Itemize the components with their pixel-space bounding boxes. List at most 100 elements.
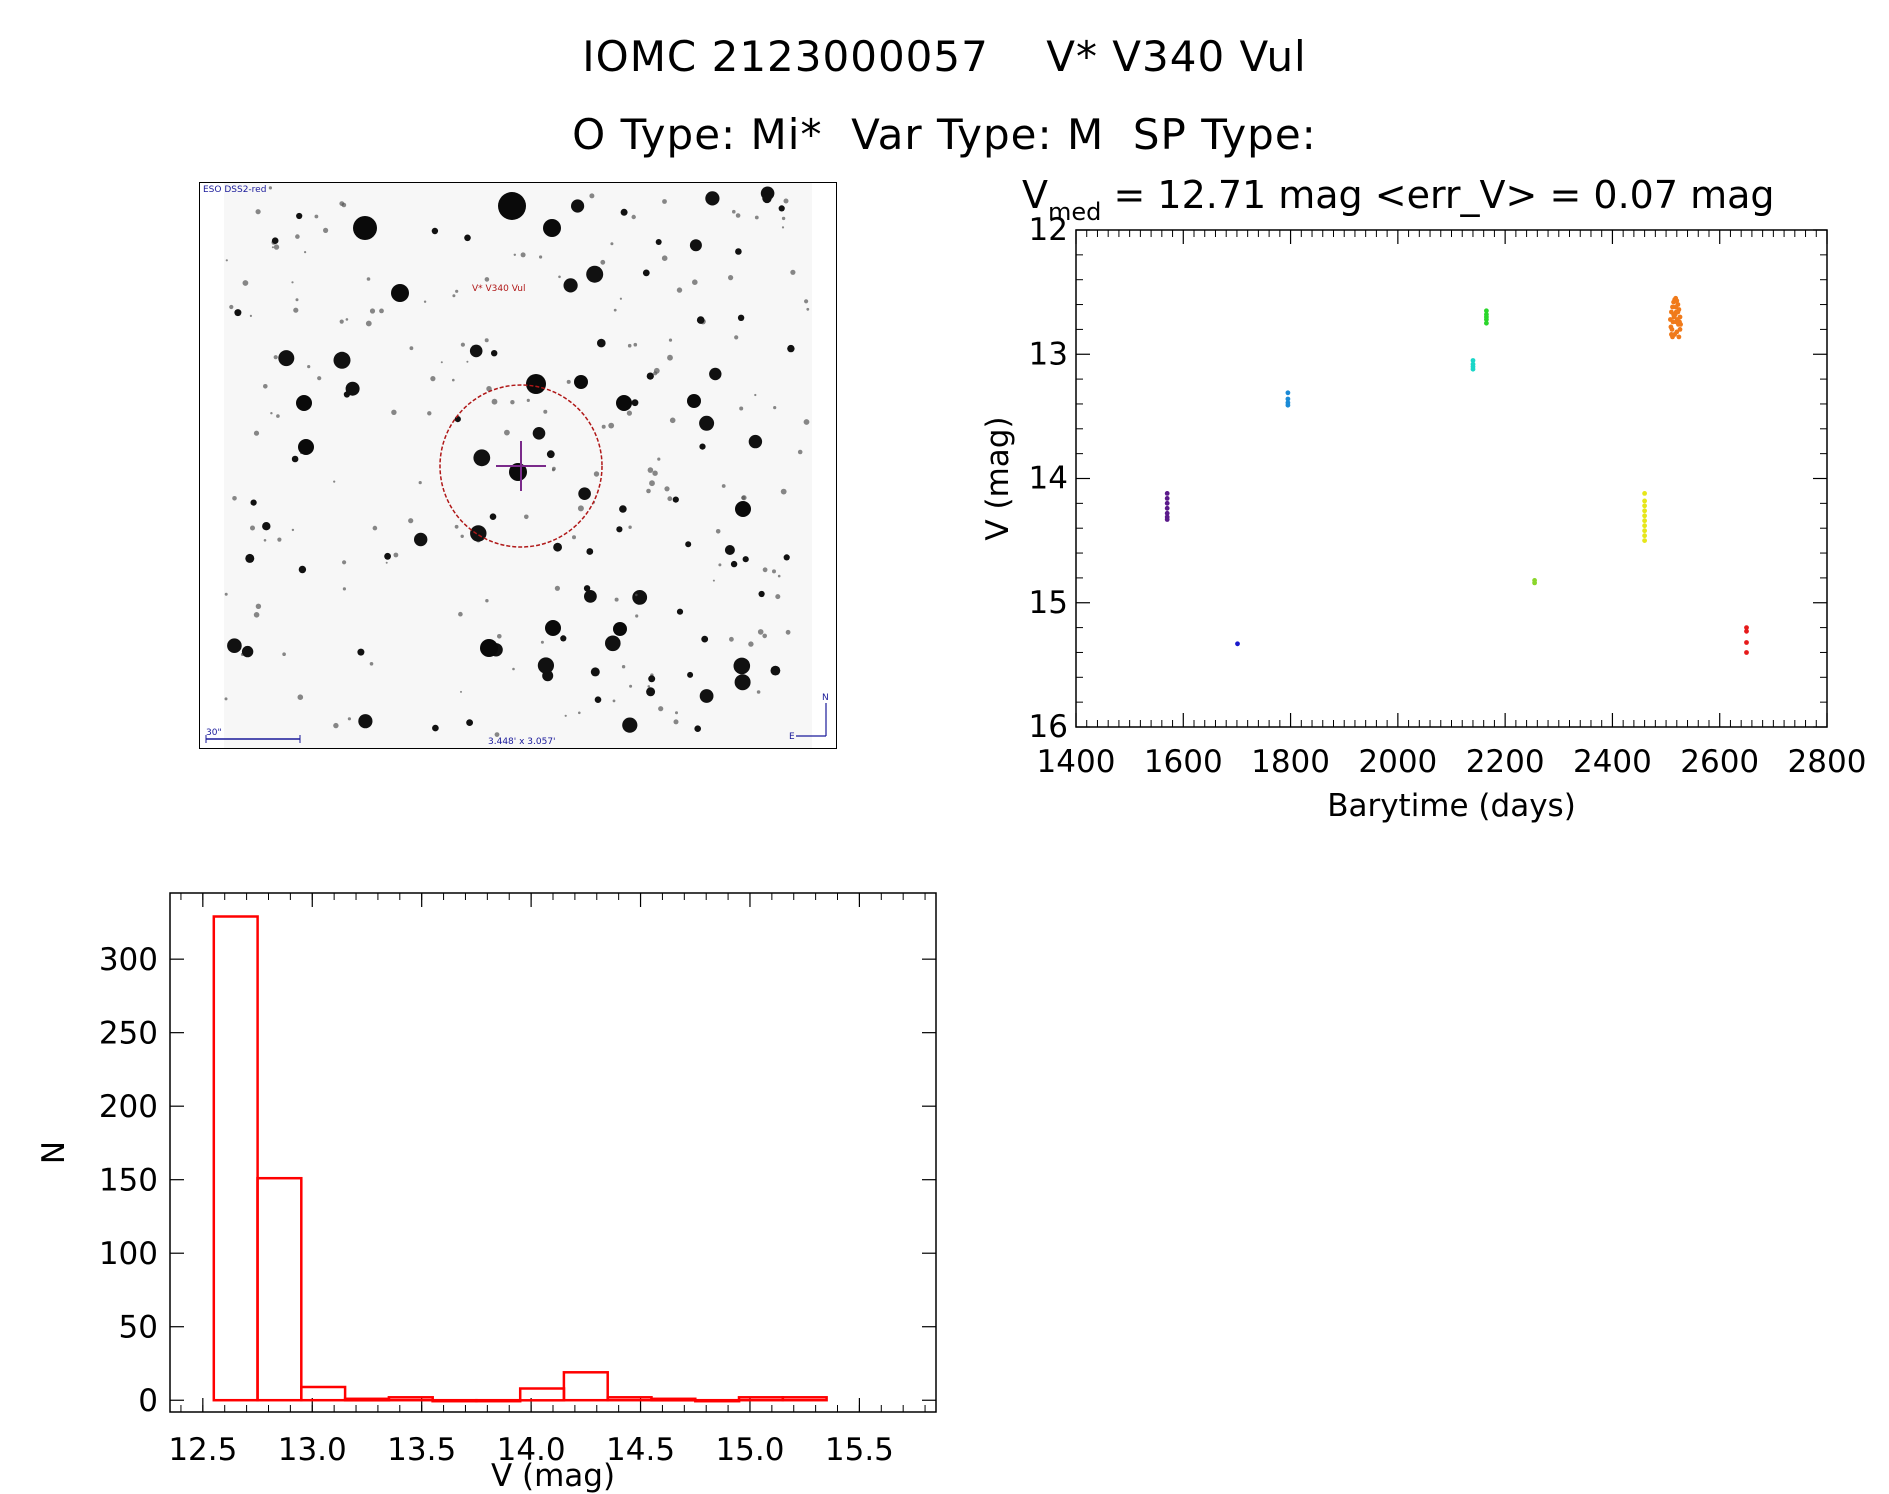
data-point xyxy=(1744,628,1749,634)
star xyxy=(341,202,347,208)
star xyxy=(409,346,414,351)
x-tick-label: 12.5 xyxy=(168,1432,237,1468)
star xyxy=(224,592,228,596)
star xyxy=(271,246,274,249)
star xyxy=(460,342,465,347)
x-tick-label: 1400 xyxy=(1037,744,1116,780)
star xyxy=(384,552,391,560)
star xyxy=(295,298,299,302)
star xyxy=(470,525,487,542)
star xyxy=(271,237,279,244)
histogram-bar xyxy=(606,1396,653,1402)
star xyxy=(699,443,706,450)
star xyxy=(242,280,249,286)
data-point xyxy=(1642,498,1647,504)
y-axis-label: V (mag) xyxy=(980,416,1016,540)
star xyxy=(520,252,526,258)
star xyxy=(657,457,661,461)
star xyxy=(560,635,567,642)
y-tick-label: 200 xyxy=(99,1089,158,1125)
data-point xyxy=(1484,312,1489,317)
bright-star xyxy=(509,463,527,481)
star xyxy=(797,449,803,455)
star xyxy=(613,308,617,312)
data-point xyxy=(1470,366,1476,372)
star xyxy=(414,532,428,547)
star xyxy=(735,248,742,255)
star xyxy=(342,560,347,565)
star xyxy=(224,697,228,701)
star xyxy=(735,213,741,218)
data-point xyxy=(1670,304,1675,310)
star xyxy=(262,522,271,531)
x-tick-label: 2600 xyxy=(1680,744,1759,780)
star xyxy=(635,614,639,618)
data-point xyxy=(1672,332,1678,337)
star xyxy=(466,360,469,363)
star xyxy=(278,350,295,367)
star xyxy=(297,694,304,700)
star xyxy=(633,342,638,347)
star xyxy=(572,535,576,540)
data-point xyxy=(1675,309,1681,315)
star xyxy=(273,355,278,360)
star xyxy=(452,294,456,298)
star xyxy=(586,265,604,283)
star xyxy=(632,590,648,605)
data-point xyxy=(1470,358,1476,363)
data-point xyxy=(1285,396,1291,402)
star xyxy=(646,372,654,380)
star xyxy=(510,400,515,405)
star xyxy=(649,480,655,487)
star xyxy=(304,251,307,254)
x-tick-label: 14.5 xyxy=(606,1432,675,1468)
star xyxy=(460,534,464,538)
star xyxy=(712,579,715,582)
star xyxy=(742,556,749,563)
star xyxy=(667,354,673,361)
star xyxy=(277,537,282,542)
star xyxy=(229,304,234,310)
data-point xyxy=(1672,312,1678,317)
x-tick-label: 13.5 xyxy=(387,1432,456,1468)
histogram-bar xyxy=(300,1385,347,1402)
star xyxy=(234,309,242,317)
star xyxy=(484,338,489,343)
star xyxy=(616,526,623,533)
data-point xyxy=(1235,641,1240,647)
star xyxy=(295,234,300,239)
y-tick-label: 50 xyxy=(119,1310,158,1346)
north-label: N xyxy=(822,693,829,703)
star xyxy=(497,634,502,639)
star xyxy=(732,209,736,214)
data-point xyxy=(1164,517,1170,522)
x-tick-label: 2800 xyxy=(1788,744,1867,780)
star xyxy=(293,307,299,313)
star xyxy=(452,378,455,382)
star xyxy=(552,466,556,471)
data-point xyxy=(1678,322,1683,327)
star xyxy=(669,417,676,424)
star xyxy=(647,467,654,473)
star xyxy=(646,488,651,494)
star xyxy=(804,299,809,304)
star xyxy=(728,275,734,281)
data-point xyxy=(1532,580,1537,586)
star xyxy=(427,411,432,416)
star xyxy=(648,675,656,683)
star xyxy=(298,565,307,574)
data-point xyxy=(1676,307,1682,312)
star xyxy=(622,717,638,733)
histogram-bar xyxy=(650,1397,697,1402)
star xyxy=(232,496,237,501)
star xyxy=(250,499,257,506)
data-point xyxy=(1677,319,1682,325)
data-point xyxy=(1470,364,1476,370)
star xyxy=(668,338,673,342)
star xyxy=(734,335,739,340)
star xyxy=(701,635,709,643)
histogram-frame xyxy=(169,892,937,1413)
histogram-bar xyxy=(694,1398,741,1403)
star xyxy=(739,406,744,411)
star xyxy=(631,214,636,220)
